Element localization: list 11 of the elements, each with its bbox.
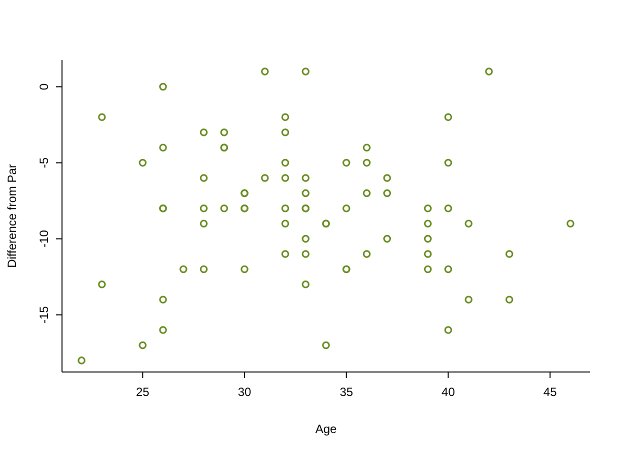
x-tick-label: 25 [136,385,150,399]
x-tick-label: 45 [543,385,558,399]
y-axis-title: Difference from Par [5,164,19,268]
y-tick-label: -10 [37,230,51,248]
x-tick-label: 40 [442,385,456,399]
x-tick-label: 30 [238,385,252,399]
x-axis-title: Age [315,422,337,436]
y-tick-label: 0 [37,83,51,90]
y-tick-label: -5 [37,157,51,168]
x-tick-label: 35 [340,385,354,399]
y-tick-label: -15 [37,306,51,324]
